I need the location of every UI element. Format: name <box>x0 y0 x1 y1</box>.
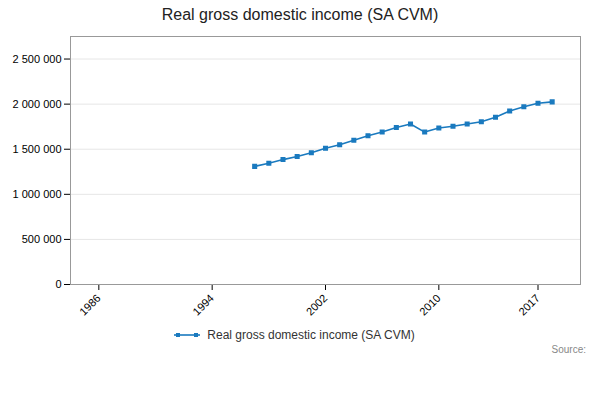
svg-text:1 500 000: 1 500 000 <box>13 143 62 155</box>
svg-text:2017: 2017 <box>516 292 542 318</box>
svg-text:500 000: 500 000 <box>22 233 62 245</box>
html-text:Source:: Source: <box>551 344 586 355</box>
svg-text:1 000 000: 1 000 000 <box>13 188 62 200</box>
html-text:Real gross domestic income (SA: Real gross domestic income (SA CVM) <box>207 328 415 342</box>
svg-text:1994: 1994 <box>190 292 216 318</box>
svg-text:0: 0 <box>55 278 61 290</box>
svg-text:1986: 1986 <box>77 292 103 318</box>
html-text:Real gross domestic income (SA: Real gross domestic income (SA CVM) <box>161 6 439 23</box>
svg-text:2 000 000: 2 000 000 <box>13 98 62 110</box>
svg-text:2 500 000: 2 500 000 <box>13 53 62 65</box>
svg-text:2010: 2010 <box>417 292 443 318</box>
svg-text:2002: 2002 <box>304 292 330 318</box>
